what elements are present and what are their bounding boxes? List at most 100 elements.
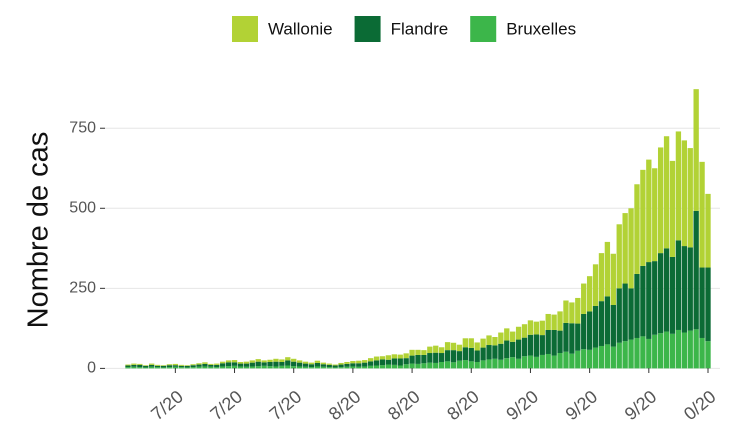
bar-segment (699, 267, 705, 338)
bar-segment (172, 366, 179, 369)
bar-segment (486, 335, 492, 346)
bar-segment (166, 365, 173, 368)
bar-segment (468, 347, 474, 362)
bar-segment (515, 358, 522, 369)
bar-segment (160, 367, 167, 369)
bar-segment (214, 364, 220, 368)
bar-segment (391, 364, 397, 369)
bar-segment (563, 322, 569, 352)
bar-segment (687, 330, 693, 369)
bar-segment (604, 296, 611, 345)
bar-segment (693, 329, 699, 369)
bar-segment (675, 240, 682, 330)
bar-segment (367, 358, 374, 362)
bar-segment (279, 359, 285, 362)
bar-segment (320, 362, 326, 365)
x-tick-label: 9/20 (621, 386, 661, 421)
bar-segment (237, 361, 244, 364)
x-tick-label: 0/20 (680, 386, 720, 421)
bar-segment (462, 338, 469, 348)
bar-segment (160, 365, 167, 366)
bar-segment (178, 365, 184, 368)
bar-segment (344, 363, 350, 367)
bar-segment (598, 253, 605, 302)
bar-segment (208, 366, 214, 369)
bar-segment (533, 356, 540, 369)
bar-segment (657, 333, 664, 369)
bar-segment (675, 329, 682, 369)
bar-segment (563, 351, 569, 369)
bar-segment (350, 361, 356, 364)
bar-segment (231, 362, 238, 366)
bar-segment (545, 353, 551, 369)
bar-segment (533, 321, 540, 335)
bar-segment (640, 336, 646, 369)
bar-segment (166, 367, 173, 369)
bar-segment (634, 184, 640, 274)
bar-segment (291, 366, 297, 369)
bar-segment (545, 313, 551, 330)
bar-segment (598, 301, 605, 346)
bar-segment (539, 335, 545, 355)
bar-segment (285, 360, 291, 366)
bar-segment (243, 363, 250, 367)
bar-segment (527, 320, 534, 335)
bar-segment (296, 366, 303, 369)
y-tick-label: 750 (69, 119, 96, 136)
bar-segment (421, 363, 427, 369)
bar-segment (433, 352, 439, 363)
bar-segment (350, 366, 356, 369)
bar-segment (379, 365, 386, 369)
bar-segment (675, 131, 682, 241)
x-tick-label: 8/20 (443, 386, 483, 421)
bar-segment (581, 313, 587, 350)
bar-segment (149, 366, 155, 369)
bar-segment (480, 360, 486, 369)
bar-segment (640, 265, 646, 337)
bar-segment (314, 366, 321, 369)
bar-segment (397, 358, 403, 366)
bar-segment (474, 350, 480, 362)
bar-segment (515, 326, 522, 340)
bar-segment (581, 349, 587, 369)
bar-segment (172, 363, 179, 366)
x-tick-label: 9/20 (502, 386, 542, 421)
bar-segment (243, 361, 250, 364)
bar-segment (652, 168, 658, 262)
bar-segment (385, 355, 392, 360)
bar-segment (468, 361, 474, 369)
bar-segment (634, 273, 640, 338)
bar-segment (640, 169, 646, 266)
bar-segment (409, 363, 415, 369)
bar-segment (575, 350, 581, 369)
bar-segment (225, 360, 232, 363)
bar-segment (296, 360, 303, 363)
bar-segment (598, 345, 605, 369)
bar-segment (267, 366, 273, 369)
bar-segment (255, 366, 261, 369)
bar-segment (137, 363, 143, 365)
bar-segment (196, 366, 202, 369)
bar-segment (533, 334, 540, 357)
bar-segment (663, 331, 670, 369)
bar-segment (267, 359, 273, 362)
bar-segment (367, 365, 374, 369)
bar-segment (569, 323, 575, 354)
y-axis-title: Nombre de cas (23, 132, 55, 329)
bar-segment (575, 323, 581, 351)
bar-segment (480, 347, 486, 361)
bar-segment (154, 367, 161, 369)
bar-segment (261, 360, 267, 363)
bar-segment (237, 366, 244, 369)
bar-segment (604, 241, 611, 297)
bar-segment (320, 364, 326, 367)
bar-segment (450, 362, 457, 369)
bar-segment (450, 342, 457, 351)
bar-segment (687, 148, 693, 248)
bar-segment (444, 361, 451, 369)
bar-segment (190, 364, 196, 366)
bar-segment (356, 360, 362, 364)
legend-label: Flandre (391, 19, 449, 38)
bar-segment (415, 363, 421, 369)
bar-segment (539, 354, 545, 369)
